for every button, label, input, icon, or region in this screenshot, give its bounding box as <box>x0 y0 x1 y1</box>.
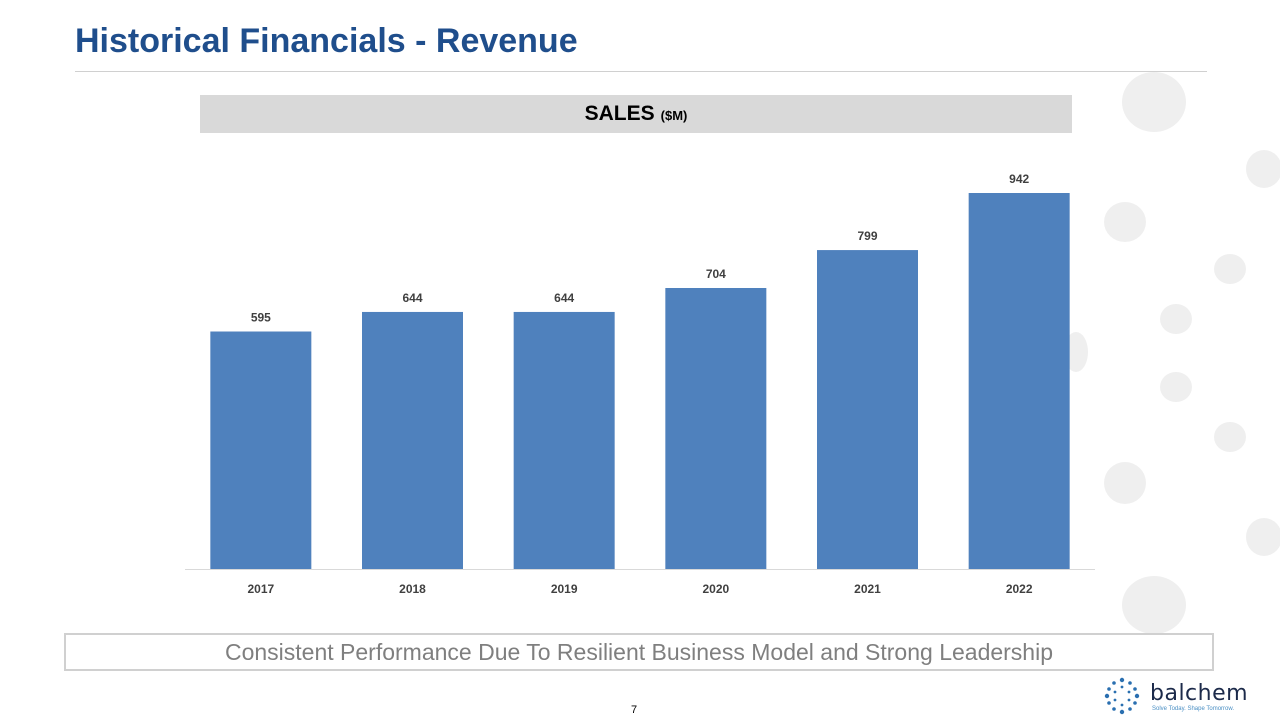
data-label-2018: 644 <box>402 291 422 305</box>
background-bubble <box>1104 202 1146 242</box>
data-label-2022: 942 <box>1009 172 1029 186</box>
background-bubble <box>1122 576 1186 634</box>
background-bubble <box>1214 422 1246 452</box>
x-tick-label-2019: 2019 <box>551 582 578 596</box>
bar-2018 <box>362 311 463 569</box>
bar-2017 <box>210 331 312 569</box>
background-bubble <box>1160 372 1192 402</box>
background-bubble <box>1214 254 1246 284</box>
x-tick-label-2017: 2017 <box>247 582 274 596</box>
title-divider <box>75 71 1207 72</box>
bar-2019 <box>513 311 615 569</box>
background-bubble <box>1104 462 1146 504</box>
x-tick-label-2022: 2022 <box>1006 582 1033 596</box>
background-bubble <box>1160 304 1192 334</box>
background-bubble <box>1122 72 1186 132</box>
logo-wordmark: balchem <box>1150 681 1249 706</box>
background-bubble <box>1246 150 1280 188</box>
x-tick-label-2020: 2020 <box>702 582 729 596</box>
page-title: Historical Financials - Revenue <box>75 22 578 60</box>
takeaway-banner: Consistent Performance Due To Resilient … <box>64 633 1214 671</box>
chart-header: SALES ($M) <box>200 95 1072 133</box>
data-label-2019: 644 <box>554 291 574 305</box>
data-label-2017: 595 <box>251 311 271 325</box>
chart-header-unit: ($M) <box>660 108 688 123</box>
data-label-2021: 799 <box>857 229 877 243</box>
chart-header-title: SALES <box>584 102 655 125</box>
data-label-2020: 704 <box>706 267 726 281</box>
bar-2021 <box>817 250 918 569</box>
background-bubble <box>1246 518 1280 556</box>
bar-2020 <box>665 287 767 569</box>
logo-tagline: Solve Today. Shape Tomorrow. <box>1152 706 1235 712</box>
page-number: 7 <box>630 704 638 716</box>
x-tick-label-2021: 2021 <box>854 582 881 596</box>
brand-logo: balchem Solve Today. Shape Tomorrow. <box>1100 676 1250 716</box>
x-tick-label-2018: 2018 <box>399 582 426 596</box>
bar-2022 <box>968 193 1070 569</box>
logo-mark-icon <box>1104 677 1140 715</box>
